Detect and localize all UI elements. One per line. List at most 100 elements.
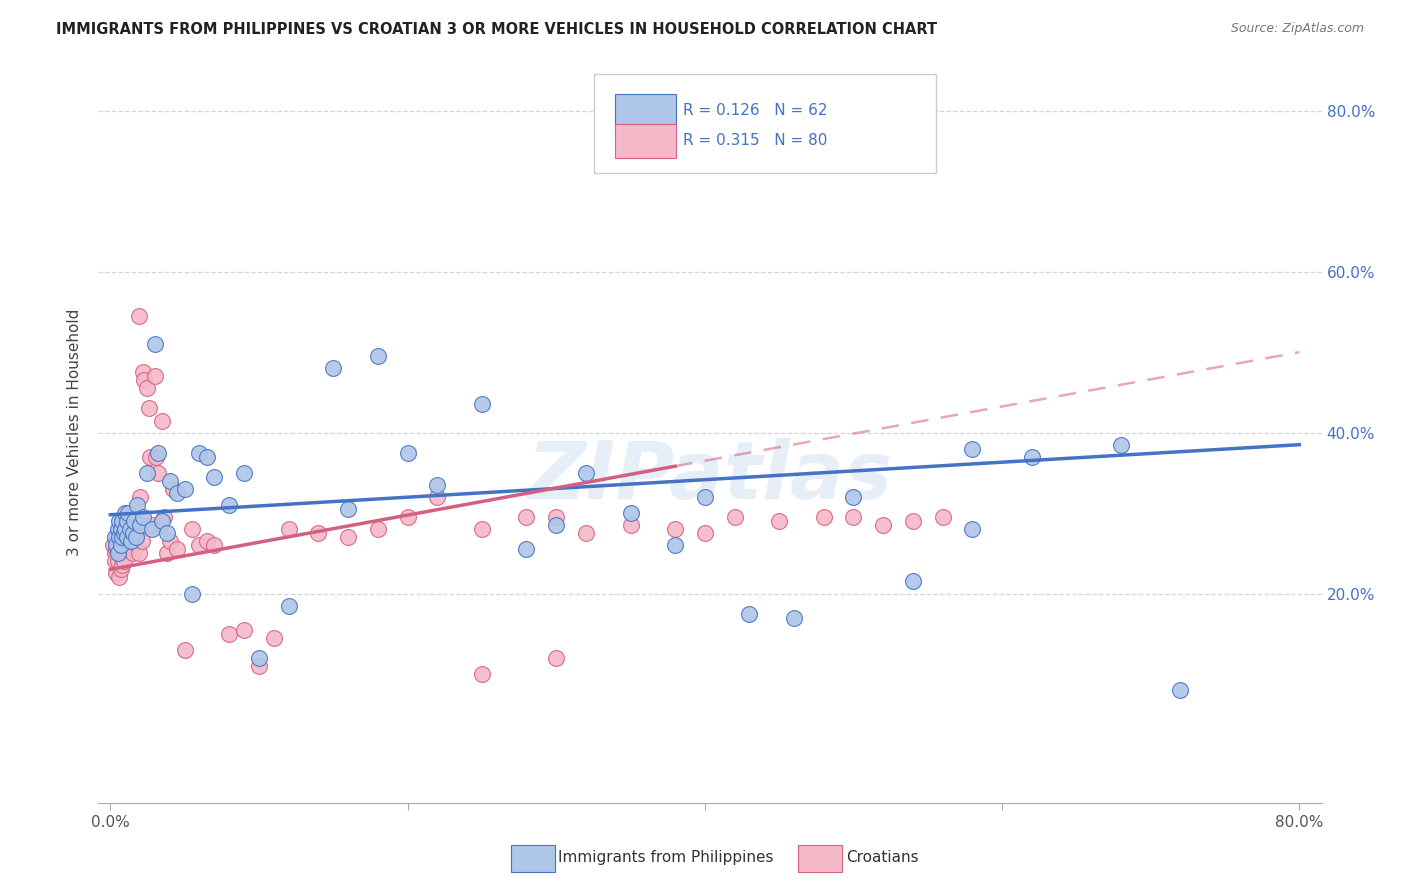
Point: [233, 623, 256, 637]
Point: [107, 522, 129, 536]
Point: [173, 482, 195, 496]
Point: [121, 534, 143, 549]
Text: Immigrants from Philippines: Immigrants from Philippines: [558, 850, 773, 865]
Text: R = 0.126   N = 62: R = 0.126 N = 62: [683, 103, 828, 118]
Point: [128, 309, 150, 323]
Point: [103, 538, 125, 552]
Point: [277, 599, 299, 613]
Point: [546, 651, 568, 665]
Point: [159, 534, 181, 549]
Point: [146, 446, 169, 460]
Point: [150, 413, 173, 427]
FancyBboxPatch shape: [614, 95, 676, 128]
Point: [901, 574, 924, 589]
Point: [141, 518, 163, 533]
Point: [131, 534, 153, 549]
Point: [145, 450, 167, 464]
Point: [122, 514, 145, 528]
Point: [108, 530, 131, 544]
Point: [143, 337, 166, 351]
Point: [129, 490, 152, 504]
Point: [129, 518, 152, 533]
Point: [114, 522, 136, 536]
Point: [842, 510, 865, 524]
Point: [693, 526, 716, 541]
FancyBboxPatch shape: [593, 73, 936, 173]
Point: [120, 538, 142, 552]
Point: [1021, 450, 1043, 464]
Point: [105, 538, 128, 552]
Point: [202, 538, 225, 552]
Point: [1170, 683, 1192, 698]
FancyBboxPatch shape: [510, 845, 555, 871]
Point: [132, 510, 155, 524]
Point: [136, 466, 159, 480]
Point: [188, 538, 211, 552]
Point: [110, 538, 132, 552]
Point: [813, 510, 835, 524]
Point: [367, 349, 389, 363]
Point: [128, 546, 150, 560]
Point: [173, 643, 195, 657]
Point: [156, 526, 179, 541]
Point: [149, 518, 172, 533]
Point: [111, 534, 134, 549]
Point: [575, 526, 598, 541]
Point: [104, 554, 127, 568]
Point: [166, 486, 188, 500]
Point: [108, 514, 131, 528]
Point: [901, 514, 924, 528]
Point: [218, 498, 240, 512]
Point: [125, 538, 148, 552]
Point: [159, 474, 181, 488]
Point: [141, 522, 163, 536]
Point: [1109, 438, 1132, 452]
Point: [962, 522, 984, 536]
Point: [114, 506, 136, 520]
Point: [111, 518, 134, 533]
Point: [115, 530, 138, 544]
Point: [138, 401, 160, 416]
Text: Source: ZipAtlas.com: Source: ZipAtlas.com: [1230, 22, 1364, 36]
Point: [115, 526, 138, 541]
Point: [396, 510, 419, 524]
Point: [150, 514, 173, 528]
Point: [322, 361, 344, 376]
Point: [931, 510, 953, 524]
Point: [146, 466, 169, 480]
Point: [112, 554, 135, 568]
Point: [337, 530, 360, 544]
Point: [115, 514, 138, 528]
Point: [153, 510, 176, 524]
Point: [112, 526, 135, 541]
Point: [181, 586, 204, 600]
Point: [162, 482, 184, 496]
Point: [426, 478, 449, 492]
Point: [122, 522, 145, 536]
Point: [872, 518, 894, 533]
Point: [768, 514, 790, 528]
Point: [136, 381, 159, 395]
Point: [118, 534, 141, 549]
Text: IMMIGRANTS FROM PHILIPPINES VS CROATIAN 3 OR MORE VEHICLES IN HOUSEHOLD CORRELAT: IMMIGRANTS FROM PHILIPPINES VS CROATIAN …: [56, 22, 938, 37]
Point: [132, 365, 155, 379]
Point: [181, 522, 204, 536]
Point: [105, 542, 128, 557]
Point: [471, 522, 494, 536]
Point: [619, 518, 641, 533]
Point: [107, 546, 129, 560]
Point: [134, 373, 156, 387]
Y-axis label: 3 or more Vehicles in Household: 3 or more Vehicles in Household: [67, 309, 83, 557]
Point: [105, 566, 128, 581]
Point: [124, 530, 146, 544]
Point: [121, 546, 143, 560]
Point: [247, 651, 270, 665]
Point: [121, 526, 143, 541]
Point: [723, 510, 745, 524]
Point: [112, 538, 135, 552]
FancyBboxPatch shape: [614, 124, 676, 158]
Point: [111, 558, 134, 573]
Point: [143, 369, 166, 384]
Point: [783, 610, 806, 624]
Point: [842, 490, 865, 504]
